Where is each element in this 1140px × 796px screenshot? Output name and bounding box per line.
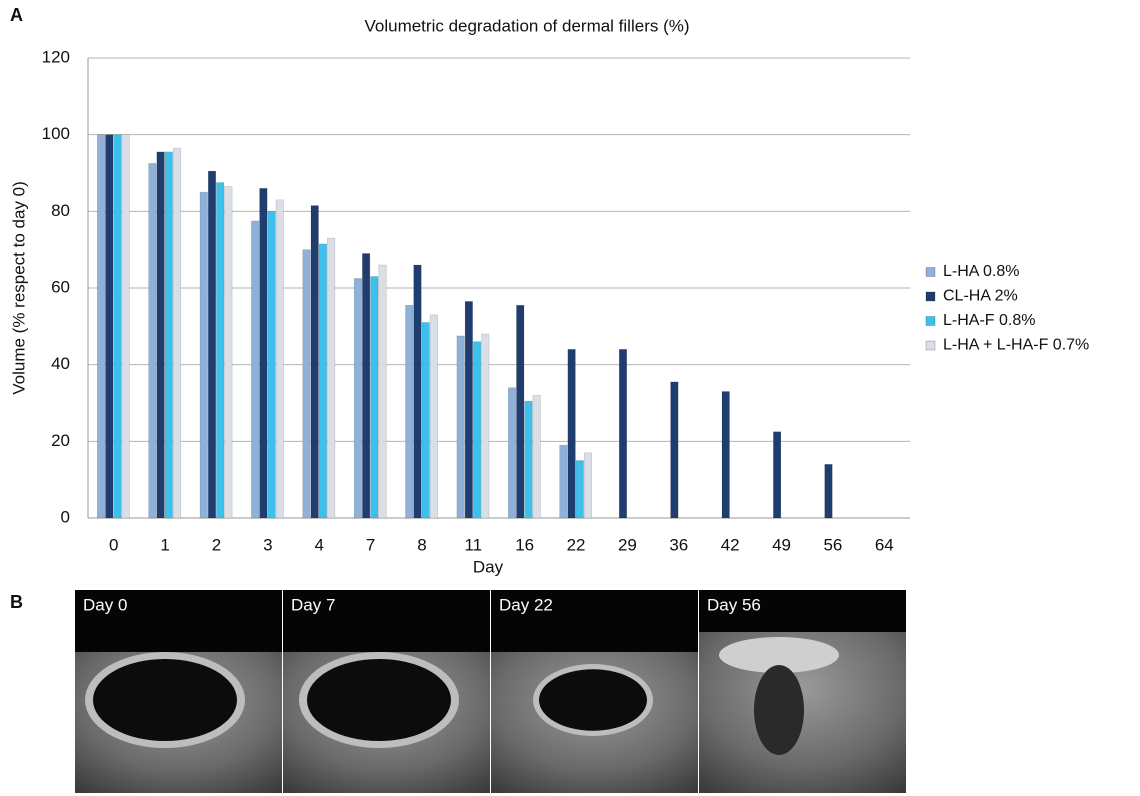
ultrasound-image: Day 7	[283, 590, 490, 793]
y-axis-title: Volume (% respect to day 0)	[9, 181, 28, 395]
ultrasound-image: Day 0	[75, 590, 282, 793]
bar	[148, 163, 157, 519]
filler	[93, 659, 237, 741]
bar	[524, 400, 533, 519]
bar	[481, 333, 490, 519]
legend-swatch	[925, 340, 936, 351]
bar	[113, 134, 122, 519]
x-tick-label: 42	[721, 535, 740, 554]
x-tick-label: 16	[515, 535, 534, 554]
y-tick-label: 60	[51, 277, 70, 296]
bar	[824, 464, 833, 519]
x-tick-label: 0	[109, 535, 118, 554]
bar	[618, 349, 628, 519]
y-tick-label: 120	[42, 47, 70, 66]
legend-swatch	[925, 316, 936, 326]
panel-label: B	[10, 592, 23, 612]
bar	[224, 186, 233, 519]
x-tick-label: 3	[263, 535, 272, 554]
image-label: Day 56	[707, 595, 761, 614]
legend-swatch	[925, 291, 936, 302]
bar	[421, 322, 430, 519]
bar	[207, 170, 217, 519]
x-tick-label: 2	[212, 535, 221, 554]
bar	[532, 395, 541, 519]
bar	[327, 237, 336, 519]
image-label: Day 0	[83, 595, 127, 614]
x-tick-label: 49	[772, 535, 791, 554]
bar	[575, 460, 584, 519]
bar	[516, 304, 525, 519]
y-tick-label: 20	[51, 431, 70, 450]
bar	[156, 151, 165, 519]
filler	[539, 669, 647, 731]
y-tick-label: 40	[51, 354, 70, 373]
y-tick-label: 80	[51, 201, 70, 220]
bar	[464, 301, 473, 519]
bar	[353, 278, 362, 519]
bar	[378, 264, 387, 519]
bar	[559, 444, 568, 519]
bar	[199, 191, 208, 519]
x-tick-label: 22	[567, 535, 586, 554]
bar	[105, 134, 114, 519]
bar	[405, 304, 414, 519]
y-tick-label: 0	[61, 507, 70, 526]
legend-label: L-HA-F 0.8%	[943, 312, 1035, 329]
bar	[773, 431, 782, 519]
chart-title: Volumetric degradation of dermal fillers…	[364, 16, 689, 35]
bar	[456, 335, 465, 519]
bar	[172, 147, 182, 519]
x-tick-label: 8	[417, 535, 426, 554]
image-label: Day 22	[499, 595, 553, 614]
x-axis-title: Day	[473, 557, 504, 576]
filler	[307, 659, 451, 741]
bar	[362, 253, 371, 519]
legend-label: L-HA 0.8%	[943, 263, 1019, 280]
bar	[259, 188, 268, 519]
x-tick-label: 64	[875, 535, 894, 554]
bar	[310, 205, 319, 519]
bar	[267, 211, 276, 519]
bar	[275, 199, 284, 519]
x-tick-label: 1	[160, 535, 169, 554]
panel-label: A	[10, 5, 23, 25]
filler-remnant	[719, 637, 839, 673]
bar	[96, 134, 106, 519]
x-tick-label: 4	[314, 535, 323, 554]
x-tick-label: 36	[669, 535, 688, 554]
bar	[370, 276, 379, 519]
ultrasound-image: Day 56	[699, 590, 906, 793]
y-tick-label: 100	[42, 124, 70, 143]
bar	[318, 243, 327, 519]
bar	[670, 381, 679, 519]
bar	[121, 134, 130, 519]
shadow	[754, 665, 804, 755]
legend-label: CL-HA 2%	[943, 288, 1018, 305]
bar	[413, 264, 422, 519]
bar	[567, 349, 576, 519]
bar	[583, 452, 593, 519]
bar	[721, 391, 730, 519]
legend-label: L-HA + L-HA-F 0.7%	[943, 337, 1089, 354]
x-tick-label: 7	[366, 535, 375, 554]
x-tick-label: 56	[823, 535, 842, 554]
x-tick-label: 29	[618, 535, 637, 554]
bar	[216, 182, 225, 519]
bar	[429, 314, 438, 519]
image-label: Day 7	[291, 595, 335, 614]
bar	[507, 387, 517, 519]
bar	[473, 341, 482, 519]
bar	[302, 249, 311, 519]
x-tick-label: 11	[464, 535, 482, 554]
bar	[251, 220, 260, 519]
legend-swatch	[925, 267, 936, 277]
ultrasound-image: Day 22	[491, 590, 698, 793]
bar	[164, 151, 173, 519]
